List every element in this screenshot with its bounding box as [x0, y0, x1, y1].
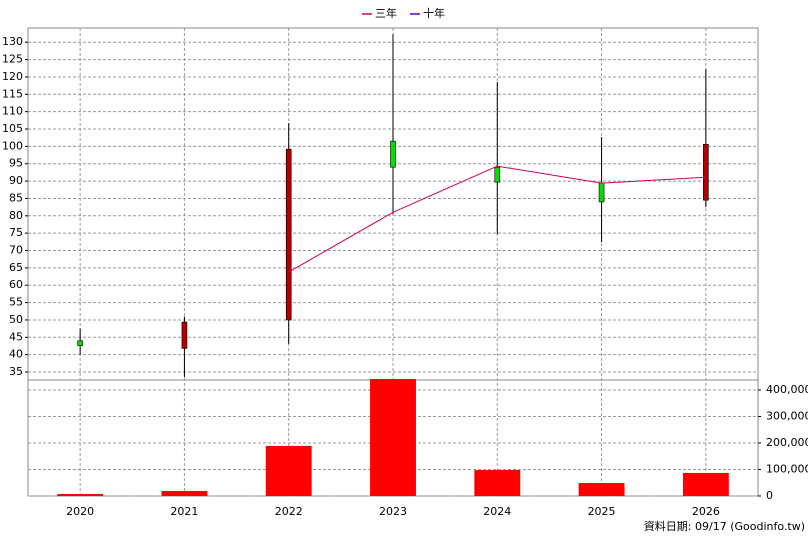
y-tick-label: 75: [9, 226, 23, 239]
y-tick-label: 40: [9, 348, 23, 361]
x-tick-label: 2026: [692, 505, 720, 518]
y-tick-label: 65: [9, 261, 23, 274]
candle-body: [494, 166, 501, 183]
y2-tick-label: 200,000: [766, 436, 808, 449]
volume-bar: [265, 445, 312, 496]
volume-bar: [578, 483, 625, 496]
y-tick-label: 90: [9, 174, 23, 187]
x-tick-label: 2023: [379, 505, 407, 518]
candle-body: [285, 148, 292, 321]
legend-label: 三年: [375, 6, 397, 20]
volume-bar: [682, 472, 729, 496]
y-tick-label: 105: [2, 122, 23, 135]
y-tick-label: 130: [2, 35, 23, 48]
volume-bar: [161, 490, 208, 496]
y-tick-label: 100: [2, 139, 23, 152]
y-tick-label: 45: [9, 330, 23, 343]
y-tick-label: 115: [2, 87, 23, 100]
footnote: 資料日期: 09/17 (Goodinfo.tw): [644, 519, 805, 533]
x-tick-label: 2020: [66, 505, 94, 518]
y-tick-label: 125: [2, 53, 23, 66]
candle-body: [703, 143, 709, 201]
volume-bar: [370, 378, 416, 496]
y-tick-label: 95: [9, 157, 23, 170]
x-tick-label: 2021: [170, 505, 198, 518]
y-tick-label: 110: [2, 105, 23, 118]
y2-tick-label: 300,000: [766, 409, 808, 422]
y-tick-label: 50: [9, 313, 23, 326]
y-tick-label: 85: [9, 191, 23, 204]
x-tick-label: 2025: [588, 505, 616, 518]
x-tick-label: 2024: [483, 505, 511, 518]
legend-label: 十年: [423, 6, 445, 20]
y-tick-label: 55: [9, 296, 23, 309]
y2-tick-label: 0: [766, 489, 773, 502]
y-tick-label: 70: [9, 244, 23, 257]
candle-body: [390, 140, 396, 168]
y2-tick-label: 100,000: [766, 462, 808, 475]
y-tick-label: 35: [9, 365, 23, 378]
y-tick-label: 80: [9, 209, 23, 222]
y-tick-label: 60: [9, 278, 23, 291]
y-tick-label: 120: [2, 70, 23, 83]
y2-tick-label: 400,000: [766, 383, 808, 396]
candle-body: [181, 321, 188, 349]
candle-body: [77, 340, 83, 346]
volume-bar: [57, 494, 104, 496]
candle-body: [598, 182, 605, 203]
volume-bar: [474, 470, 521, 496]
x-tick-label: 2022: [275, 505, 303, 518]
ma-line: [288, 165, 706, 273]
